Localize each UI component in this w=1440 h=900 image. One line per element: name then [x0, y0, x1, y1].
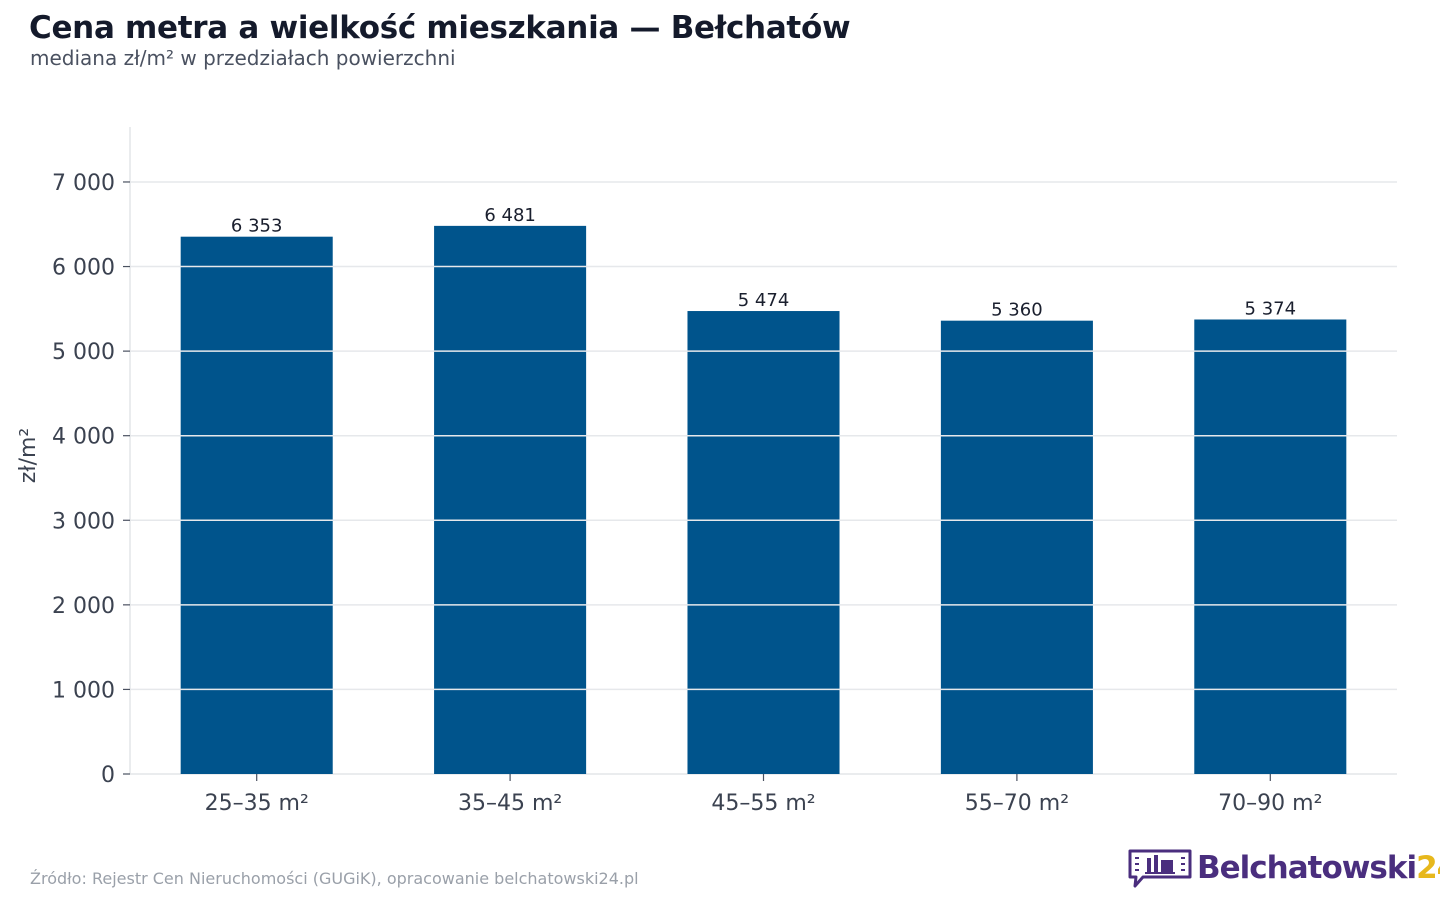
bar: [1194, 319, 1347, 774]
x-tick-label: 25–35 m²: [205, 791, 309, 816]
chart-title: Cena metra a wielkość mieszkania — Bełch…: [29, 10, 851, 46]
speech-bubble-factory-icon: [1128, 849, 1192, 888]
x-tick-label: 35–45 m²: [458, 791, 562, 816]
data-label: 6 353: [231, 216, 283, 237]
y-tick-label: 3 000: [52, 509, 115, 534]
y-tick-label: 7 000: [52, 171, 115, 196]
x-tick-label: 70–90 m²: [1218, 791, 1322, 816]
data-label: 5 474: [738, 290, 790, 311]
data-label: 5 360: [991, 300, 1043, 321]
y-tick-label: 6 000: [52, 256, 115, 281]
bar: [180, 236, 333, 775]
logo-text-suffix: 24: [1416, 850, 1440, 886]
x-tick-label: 45–55 m²: [711, 791, 815, 816]
bar: [434, 225, 587, 775]
y-tick-label: 4 000: [52, 425, 115, 450]
chart-subtitle: mediana zł/m² w przedziałach powierzchni: [30, 46, 456, 70]
data-label: 6 481: [484, 205, 536, 226]
x-tick-label: 55–70 m²: [965, 791, 1069, 816]
data-label: 5 374: [1245, 298, 1297, 319]
y-tick-label: 0: [101, 763, 115, 788]
y-tick-label: 2 000: [52, 594, 115, 619]
bar-chart: 0 1 000 2 000 3 000 4 000 5 000 6 000 7 000 6 35…: [16, 127, 1397, 816]
y-tick-label: 5 000: [52, 340, 115, 365]
bar: [940, 320, 1093, 774]
bar: [687, 311, 840, 774]
belchatowski24-logo: Belchatowski24: [1127, 846, 1440, 890]
source-note: Źródło: Rejestr Cen Nieruchomości (GUGiK…: [30, 869, 639, 888]
logo-text: Belchatowski24: [1197, 850, 1440, 886]
y-axis-label: zł/m²: [16, 428, 41, 483]
logo-text-main: Belchatowski: [1197, 850, 1417, 886]
y-tick-label: 1 000: [52, 678, 115, 703]
